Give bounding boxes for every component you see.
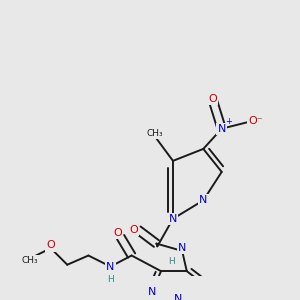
Text: O: O [129, 225, 138, 235]
Text: O: O [46, 240, 55, 250]
Text: O: O [113, 227, 122, 238]
Text: N: N [178, 243, 186, 253]
Text: N: N [148, 287, 156, 297]
Text: N: N [169, 214, 177, 224]
Text: H: H [168, 257, 175, 266]
Text: H: H [107, 275, 114, 284]
Text: +: + [226, 117, 232, 126]
Text: O: O [208, 94, 217, 104]
Text: CH₃: CH₃ [21, 256, 38, 265]
Text: N: N [218, 124, 226, 134]
Text: N: N [106, 262, 115, 272]
Text: N: N [173, 294, 182, 300]
Text: N: N [199, 195, 208, 206]
Text: CH₃: CH₃ [146, 129, 163, 138]
Text: O⁻: O⁻ [248, 116, 263, 126]
